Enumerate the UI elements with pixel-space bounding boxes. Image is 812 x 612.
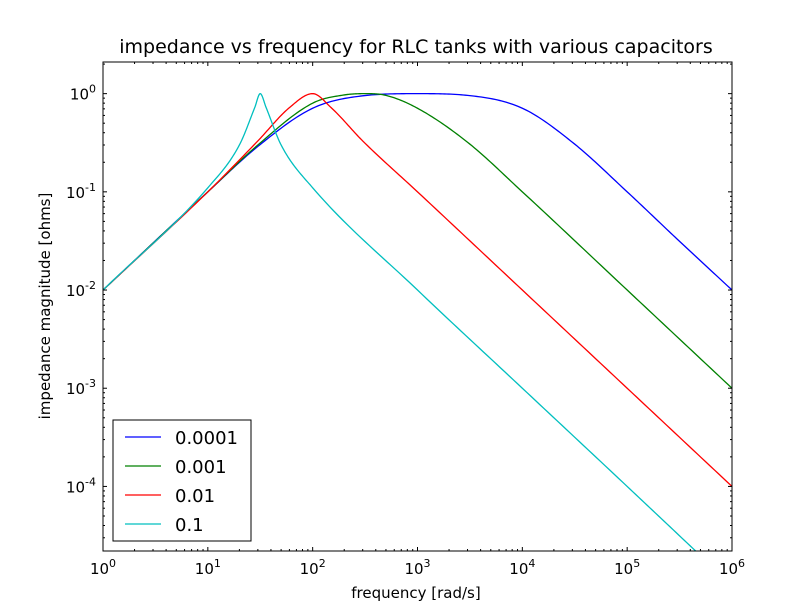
series-line-3: [103, 92, 697, 551]
legend-label-3: 0.1: [175, 515, 204, 536]
y-tick-label: 10-3: [66, 377, 96, 398]
legend-box: [112, 419, 252, 542]
chart-title: impedance vs frequency for RLC tanks wit…: [119, 36, 713, 58]
series-line-2: [103, 92, 732, 487]
x-tick-label: 105: [614, 557, 640, 578]
legend-label-2: 0.01: [175, 486, 215, 507]
legend: 0.0001 0.001 0.01 0.1: [112, 419, 252, 542]
x-tick-label: 106: [719, 557, 745, 578]
y-tick-label: 10-2: [66, 279, 96, 300]
x-tick-label: 100: [90, 557, 116, 578]
x-tick-label: 103: [404, 557, 430, 578]
legend-label-1: 0.001: [175, 457, 227, 478]
series-layer: [103, 92, 732, 551]
x-tick-label: 102: [300, 557, 326, 578]
y-tick-label: 100: [70, 83, 96, 104]
series-line-0: [103, 92, 732, 291]
y-tick-label: 10-4: [66, 475, 96, 496]
x-axis-label: frequency [rad/s]: [351, 584, 480, 602]
ticks-layer: 100 101 102 103 104 105 106 10-4 10-3 10-2 10-1 100: [66, 62, 745, 578]
y-axis-label: impedance magnitude [ohms]: [36, 193, 54, 420]
x-tick-label: 101: [195, 557, 221, 578]
series-line-1: [103, 92, 732, 389]
x-tick-label: 104: [509, 557, 535, 578]
y-tick-label: 10-1: [66, 181, 96, 202]
legend-label-0: 0.0001: [175, 428, 238, 449]
